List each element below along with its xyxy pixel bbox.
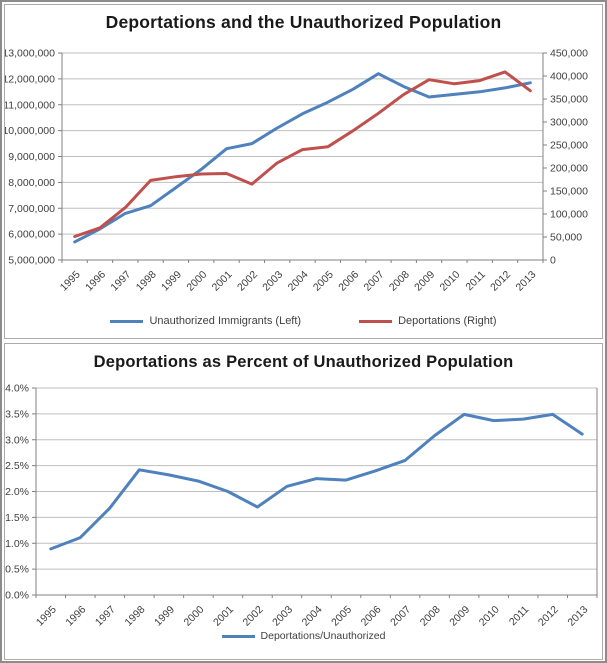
y-axis-tick-label: 0.5% xyxy=(5,564,29,576)
x-axis-tick-label: 2012 xyxy=(536,604,561,629)
x-axis-tick-label: 2010 xyxy=(477,604,502,629)
y-axis-tick-label: 7,000,000 xyxy=(8,203,55,215)
x-axis-tick-label: 1997 xyxy=(93,604,118,629)
x-axis-tick-label: 1998 xyxy=(134,269,159,294)
right-axis-tick-label: 350,000 xyxy=(550,94,588,106)
x-axis-tick-label: 1995 xyxy=(58,269,83,294)
data-line xyxy=(49,412,584,551)
percent-line-chart: 0.0% 0.5% 1.0% 1.5% 2.0% 2.5% 3.0% 3.5% 4.0% 1995… xyxy=(5,383,598,629)
x-axis-tick-label: 2003 xyxy=(270,604,295,629)
y-axis-tick-label: 2.0% xyxy=(5,486,29,498)
x-axis-tick-label: 2010 xyxy=(438,269,463,294)
chart-title-top: Deportations and the Unauthorized Popula… xyxy=(105,12,502,32)
y-axis-tick-label: 1.5% xyxy=(5,512,29,524)
legend-item-deportations-unauthorized: Deportations/Unauthorized xyxy=(221,630,386,642)
y-axis-tick-label: 3.5% xyxy=(5,408,29,420)
chart-panel-deportations-and-population: Deportations and the Unauthorized Popula… xyxy=(4,4,603,339)
x-axis-tick-label: 1996 xyxy=(83,269,108,294)
x-axis-tick-label: 2002 xyxy=(241,604,266,629)
chart-title-bottom: Deportations as Percent of Unauthorized … xyxy=(93,353,514,371)
legend-top: Unauthorized Immigrants (Left) Deportati… xyxy=(5,315,602,327)
x-axis-tick-label: 2011 xyxy=(507,604,532,629)
legend-bottom: Deportations/Unauthorized xyxy=(5,630,602,642)
right-axis-tick-label: 100,000 xyxy=(550,209,588,221)
x-axis-tick-label: 2013 xyxy=(565,604,590,629)
x-axis-tick-label: 2005 xyxy=(329,604,354,629)
x-axis-tick-label: 2003 xyxy=(260,269,285,294)
right-axis-tick-label: 450,000 xyxy=(550,48,588,60)
data-line xyxy=(73,70,532,238)
x-axis-tick-label: 1999 xyxy=(152,604,177,629)
y-axis-tick-label: 4.0% xyxy=(5,383,29,395)
legend-item-deportations: Deportations (Right) xyxy=(359,315,497,327)
x-axis-tick-label: 2001 xyxy=(211,604,236,629)
x-axis-tick-label: 1998 xyxy=(122,604,147,629)
y-axis-tick-label: 2.5% xyxy=(5,460,29,472)
x-axis-tick-label: 2001 xyxy=(210,269,235,294)
legend-label-deportations: Deportations (Right) xyxy=(398,315,497,327)
x-axis-tick-label: 2000 xyxy=(182,604,207,629)
x-axis-tick-label: 1999 xyxy=(159,269,184,294)
data-line xyxy=(73,72,532,244)
y-axis-tick-label: 6,000,000 xyxy=(8,229,55,241)
x-axis-tick-label: 1995 xyxy=(34,604,59,629)
x-axis-tick-label: 2008 xyxy=(387,269,412,294)
x-axis-tick-label: 2007 xyxy=(362,269,387,294)
y-axis-tick-label: 3.0% xyxy=(5,434,29,446)
y-axis-tick-label: 5,000,000 xyxy=(8,255,55,267)
blue-line-swatch xyxy=(221,634,255,638)
right-axis-tick-label: 200,000 xyxy=(550,163,588,175)
x-axis-tick-label: 2004 xyxy=(286,269,311,294)
x-axis-tick-label: 2009 xyxy=(412,269,437,294)
right-axis-tick-label: 400,000 xyxy=(550,71,588,83)
y-axis-tick-label: 9,000,000 xyxy=(8,151,55,163)
x-axis-tick-label: 2009 xyxy=(447,604,472,629)
dual-axis-line-chart: 5,000,000 6,000,000 7,000,000 8,000,000 9,00… xyxy=(5,48,588,294)
x-axis-tick-label: 1997 xyxy=(108,269,133,294)
right-axis-tick-label: 300,000 xyxy=(550,117,588,129)
x-axis-tick-label: 2004 xyxy=(300,604,325,629)
x-axis-tick-label: 2007 xyxy=(388,604,413,629)
y-axis-tick-label: 12,000,000 xyxy=(5,73,55,85)
right-axis-tick-label: 50,000 xyxy=(550,232,582,244)
red-line-swatch xyxy=(359,319,393,323)
x-axis-tick-label: 2006 xyxy=(359,604,384,629)
blue-line-swatch xyxy=(110,319,144,323)
x-axis-tick-label: 2011 xyxy=(463,269,488,294)
y-axis-tick-label: 0.0% xyxy=(5,590,29,602)
x-axis-tick-label: 1996 xyxy=(63,604,88,629)
y-axis-tick-label: 1.0% xyxy=(5,538,29,550)
x-axis-tick-label: 2012 xyxy=(488,269,513,294)
y-axis-tick-label: 10,000,000 xyxy=(5,125,55,137)
legend-label-unauthorized-immigrants: Unauthorized Immigrants (Left) xyxy=(149,315,302,327)
x-axis-tick-label: 2002 xyxy=(235,269,260,294)
legend-item-unauthorized-immigrants: Unauthorized Immigrants (Left) xyxy=(110,315,301,327)
chart-panel-deportations-percent: Deportations as Percent of Unauthorized … xyxy=(4,343,603,660)
y-axis-tick-label: 8,000,000 xyxy=(8,177,55,189)
right-axis-tick-label: 0 xyxy=(550,255,556,267)
y-axis-tick-label: 11,000,000 xyxy=(5,99,55,111)
x-axis-tick-label: 2005 xyxy=(311,269,336,294)
right-axis-tick-label: 150,000 xyxy=(550,186,588,198)
right-axis-tick-label: 250,000 xyxy=(550,140,588,152)
x-axis-tick-label: 2008 xyxy=(418,604,443,629)
x-axis-tick-label: 2006 xyxy=(336,269,361,294)
x-axis-tick-label: 2013 xyxy=(513,269,538,294)
y-axis-tick-label: 13,000,000 xyxy=(5,48,55,60)
legend-label-deportations-unauthorized: Deportations/Unauthorized xyxy=(260,630,386,642)
x-axis-tick-label: 2000 xyxy=(184,269,209,294)
